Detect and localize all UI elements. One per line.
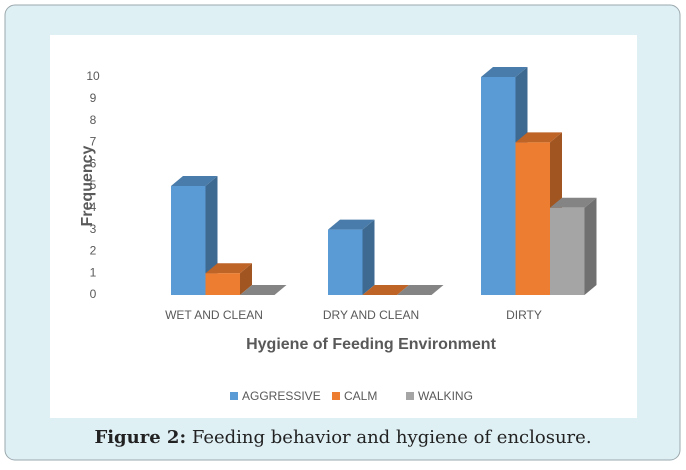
y-tick-label: 8	[90, 113, 97, 127]
bar-top	[362, 285, 409, 295]
bar-top	[171, 176, 218, 186]
bar-side	[362, 219, 375, 295]
bar-front	[481, 77, 516, 295]
bar-side	[584, 197, 597, 295]
y-tick-label: 0	[90, 287, 97, 301]
caption-text: Feeding behavior and hygiene of enclosur…	[192, 427, 592, 448]
legend-swatch	[406, 392, 414, 400]
bar-top	[481, 67, 528, 77]
bar-top	[550, 197, 597, 208]
caption: Figure 2: Feeding behavior and hygiene o…	[94, 427, 591, 448]
caption-label: Figure 2:	[94, 427, 186, 448]
y-tick-label: 6	[90, 156, 97, 170]
bar-front	[550, 207, 585, 295]
bar	[481, 67, 528, 295]
y-tick-label: 10	[86, 69, 100, 83]
x-tick-label: DIRTY	[506, 308, 542, 322]
y-tick-label: 9	[90, 91, 97, 105]
bar	[397, 285, 444, 295]
bar-top	[240, 285, 287, 295]
x-tick-label: DRY AND CLEAN	[323, 308, 419, 322]
bar	[362, 285, 409, 295]
y-tick-label: 3	[90, 222, 97, 236]
bar-side	[240, 263, 252, 295]
legend-swatch	[332, 392, 340, 400]
legend-swatch	[230, 392, 238, 400]
bar-top	[397, 285, 444, 295]
y-tick-label: 2	[90, 244, 97, 258]
bar-top	[515, 132, 562, 143]
y-tick-label: 1	[90, 265, 97, 279]
legend-label: AGGRESSIVE	[242, 389, 321, 403]
bar	[171, 176, 218, 295]
legend-label: CALM	[344, 389, 377, 403]
bar	[328, 219, 375, 295]
bar-front	[515, 142, 550, 295]
bar	[550, 197, 597, 295]
y-tick-label: 4	[90, 200, 97, 214]
y-axis-title: Frequency	[79, 145, 96, 226]
x-tick-label: WET AND CLEAN	[165, 308, 263, 322]
bar	[205, 263, 252, 295]
bar-side	[205, 176, 218, 295]
bar-top	[205, 263, 252, 274]
bar-top	[328, 219, 375, 230]
bar	[240, 285, 287, 295]
y-tick-label: 5	[90, 178, 97, 192]
y-tick-label: 7	[90, 135, 97, 149]
bar-front	[171, 186, 206, 295]
plot: 0 1 2 3 4 5 6 7 8 9 10 WET AND CLEAN DRY AND CLEAN DI…	[86, 67, 597, 403]
legend-label: WALKING	[418, 389, 473, 403]
x-axis-title: Hygiene of Feeding Environment	[246, 336, 496, 353]
bar-front	[328, 229, 363, 295]
bar-front	[205, 273, 240, 295]
